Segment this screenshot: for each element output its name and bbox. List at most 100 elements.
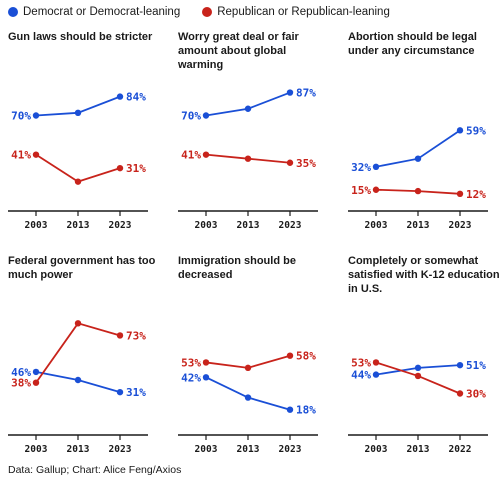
x-tick-label: 2013 [407, 444, 430, 455]
data-point-republican [456, 390, 464, 397]
data-label-republican: 53% [351, 356, 371, 369]
data-point-democrat [286, 89, 294, 96]
legend-item-democrat: Democrat or Democrat-leaning [8, 6, 180, 18]
legend-label-democrat: Democrat or Democrat-leaning [23, 6, 181, 18]
data-point-republican [244, 155, 252, 162]
chart-federal-government: 2003 2013 2023 46% 31% 38% 73% [8, 320, 148, 455]
data-label-republican: 38% [11, 377, 31, 390]
x-tick-label: 2023 [109, 444, 132, 455]
data-point-republican [414, 372, 422, 380]
x-tick-label: 2003 [195, 444, 218, 455]
chart-panel-global-warming: Worry great deal or fair amount about gl… [178, 30, 338, 245]
data-label-republican: 53% [181, 356, 201, 369]
chart-global-warming: 2003 2013 2023 70% 87% 41% 35% [178, 87, 318, 231]
data-point-democrat [202, 112, 210, 119]
data-point-republican [32, 379, 40, 386]
legend-label-republican: Republican or Republican-leaning [217, 6, 390, 18]
chart-panel-gun-laws: Gun laws should be stricter 2003 2013 2023… [8, 30, 168, 245]
data-point-republican [74, 178, 82, 185]
x-tick-label: 2003 [25, 444, 48, 455]
data-point-democrat [244, 105, 252, 112]
x-tick-label: 2003 [195, 220, 218, 231]
data-label-democrat: 42% [181, 371, 201, 384]
x-tick-label: 2023 [279, 444, 302, 455]
data-point-democrat [372, 163, 380, 170]
x-tick-label: 2013 [407, 220, 430, 231]
data-label-democrat: 84% [126, 91, 146, 104]
panel-title: Abortion should be legal under any circu… [348, 31, 477, 57]
legend-item-republican: Republican or Republican-leaning [202, 6, 390, 18]
x-tick-label: 2023 [449, 220, 472, 231]
chart-panel-federal-government: Federal government has too much power 20… [8, 254, 168, 469]
panel-title: Completely or somewhat satisfied with K-… [348, 255, 500, 295]
data-point-republican [202, 151, 210, 158]
data-label-democrat: 46% [11, 366, 31, 379]
legend: Democrat or Democrat-leaning Republican … [8, 6, 412, 18]
data-point-democrat [32, 368, 40, 376]
chart-abortion: 2003 2013 2023 32% 59% 15% 12% [348, 124, 488, 231]
data-point-democrat [286, 406, 294, 413]
series-line-republican [35, 153, 121, 183]
data-point-democrat [116, 93, 124, 100]
x-tick-label: 2003 [365, 220, 388, 231]
data-point-democrat [456, 127, 464, 134]
x-tick-label: 2023 [109, 220, 132, 231]
data-point-democrat [244, 394, 252, 401]
data-point-democrat [32, 112, 40, 119]
data-point-republican [414, 187, 422, 195]
data-label-democrat: 59% [466, 124, 486, 137]
data-label-republican: 73% [126, 329, 146, 342]
data-point-democrat [74, 376, 82, 384]
data-point-republican [286, 352, 294, 359]
chart-panel-abortion: Abortion should be legal under any circu… [348, 30, 500, 245]
chart-immigration: 2003 2013 2023 42% 18% 53% 58% [178, 350, 318, 455]
x-tick-label: 2013 [237, 220, 260, 231]
x-tick-label: 2022 [449, 444, 472, 455]
data-label-democrat: 70% [11, 110, 31, 123]
data-label-republican: 41% [11, 149, 31, 162]
data-label-democrat: 32% [351, 161, 371, 174]
data-point-democrat [116, 388, 124, 396]
data-point-republican [116, 332, 124, 339]
data-label-republican: 30% [466, 388, 486, 401]
data-label-democrat: 44% [351, 369, 371, 382]
panel-title: Federal government has too much power [8, 255, 156, 281]
source-credit: Data: Gallup; Chart: Alice Feng/Axios [8, 464, 182, 476]
legend-swatch-democrat [8, 7, 18, 17]
legend-swatch-republican [202, 7, 213, 17]
x-tick-label: 2003 [25, 220, 48, 231]
data-point-republican [202, 359, 210, 366]
data-point-democrat [456, 361, 464, 369]
data-point-democrat [202, 374, 210, 381]
data-label-republican: 35% [296, 157, 316, 170]
chart-gun-laws: 2003 2013 2023 70% 84% 41% 31% [8, 91, 148, 231]
data-point-republican [286, 159, 294, 166]
data-label-democrat: 18% [296, 404, 316, 417]
data-point-republican [456, 190, 464, 197]
data-point-democrat [414, 364, 422, 372]
panel-title: Worry great deal or fair amount about gl… [178, 31, 299, 71]
data-point-republican [116, 164, 124, 172]
series-line-democrat [205, 91, 291, 117]
x-tick-label: 2013 [67, 220, 90, 231]
chart-panel-k12-education: Completely or somewhat satisfied with K-… [348, 254, 500, 469]
panel-title: Immigration should be decreased [178, 255, 296, 281]
data-label-democrat: 51% [466, 359, 486, 372]
chart-panel-immigration: Immigration should be decreased 2003 2013… [178, 254, 338, 469]
x-tick-label: 2013 [237, 444, 260, 455]
data-point-republican [372, 186, 380, 193]
data-point-democrat [74, 109, 82, 117]
data-label-republican: 15% [351, 184, 371, 197]
panel-title: Gun laws should be stricter [8, 31, 153, 43]
data-label-republican: 41% [181, 149, 201, 162]
data-point-democrat [372, 371, 380, 378]
x-tick-label: 2003 [365, 444, 388, 455]
x-tick-label: 2023 [279, 220, 302, 231]
data-label-democrat: 87% [296, 87, 316, 100]
x-tick-label: 2013 [67, 444, 90, 455]
data-point-republican [244, 364, 252, 372]
data-label-democrat: 31% [126, 386, 146, 399]
series-line-democrat [205, 376, 291, 411]
data-point-democrat [414, 155, 422, 162]
data-point-republican [32, 151, 40, 158]
